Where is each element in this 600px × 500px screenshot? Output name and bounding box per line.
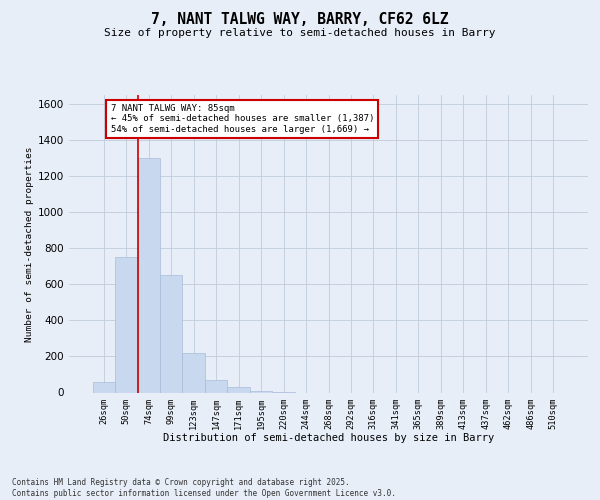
Bar [182,353,205,393]
Bar [250,390,272,392]
Bar [205,380,227,392]
Y-axis label: Number of semi-detached properties: Number of semi-detached properties [25,146,34,342]
Text: 7, NANT TALWG WAY, BARRY, CF62 6LZ: 7, NANT TALWG WAY, BARRY, CF62 6LZ [151,12,449,28]
X-axis label: Distribution of semi-detached houses by size in Barry: Distribution of semi-detached houses by … [163,433,494,443]
Bar [160,276,182,392]
Bar [137,158,160,392]
Text: Size of property relative to semi-detached houses in Barry: Size of property relative to semi-detach… [104,28,496,38]
Text: 7 NANT TALWG WAY: 85sqm
← 45% of semi-detached houses are smaller (1,387)
54% of: 7 NANT TALWG WAY: 85sqm ← 45% of semi-de… [110,104,374,134]
Bar [115,258,137,392]
Text: Contains HM Land Registry data © Crown copyright and database right 2025.
Contai: Contains HM Land Registry data © Crown c… [12,478,396,498]
Bar [227,387,250,392]
Bar [92,382,115,392]
